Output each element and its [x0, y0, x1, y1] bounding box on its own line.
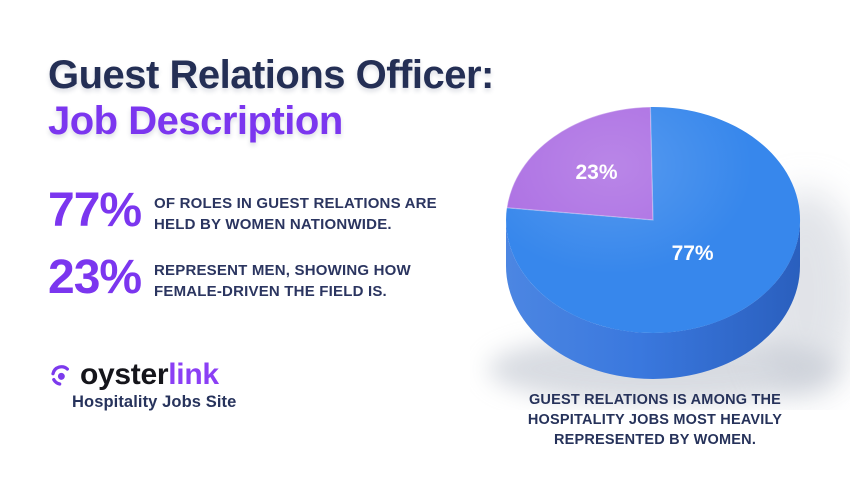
stat-men-desc-line1: REPRESENT MEN, SHOWING HOW [154, 262, 411, 279]
brand-wordmark-oyster: oyster [80, 358, 169, 391]
pie-label-23: 23% [575, 161, 617, 184]
brand-wordmark-link: link [168, 358, 219, 391]
pie-chart-container: 77% 23% [470, 64, 850, 410]
stat-men-desc-line2: FEMALE-DRIVEN THE FIELD IS. [154, 283, 387, 300]
page-title-line1: Guest Relations Officer: [48, 53, 494, 97]
chart-caption-line3: REPRESENTED BY WOMEN. [553, 432, 757, 448]
brand-wordmark: oysterlink [80, 360, 219, 390]
stat-women: 77% OF ROLES IN GUEST RELATIONS ARE HELD… [48, 184, 437, 237]
stat-women-desc-line2: HELD BY WOMEN NATIONWIDE. [154, 216, 392, 233]
pie-chart: 77% 23% [488, 106, 850, 405]
pearl-icon [51, 364, 69, 386]
brand-logo-row: oysterlink [48, 360, 236, 390]
page-title: Guest Relations Officer: Job Description [48, 52, 494, 144]
stat-men-description: REPRESENT MEN, SHOWING HOW FEMALE-DRIVEN… [154, 256, 411, 302]
stat-women-description: OF ROLES IN GUEST RELATIONS ARE HELD BY … [154, 189, 437, 235]
chart-caption-line2: HOSPITALITY JOBS MOST HEAVILY [527, 412, 783, 428]
stat-men: 23% REPRESENT MEN, SHOWING HOW FEMALE-DR… [48, 251, 411, 304]
page-title-line2: Job Description [48, 99, 343, 143]
stat-women-value: 77% [48, 184, 142, 237]
stat-men-value: 23% [48, 251, 142, 304]
chart-caption-line1: GUEST RELATIONS IS AMONG THE [528, 392, 782, 408]
chart-caption: GUEST RELATIONS IS AMONG THE HOSPITALITY… [480, 390, 830, 450]
brand-tagline: Hospitality Jobs Site [72, 393, 237, 411]
pie-3d-side [506, 220, 800, 379]
pie-label-77: 77% [672, 242, 714, 265]
stat-women-desc-line1: OF ROLES IN GUEST RELATIONS ARE [154, 195, 437, 212]
pie-top-sheen [506, 107, 800, 333]
pie-labels: 77% 23% [575, 161, 713, 265]
brand-logo: oysterlink Hospitality Jobs Site [48, 360, 236, 412]
pie-3d-wall [506, 220, 800, 379]
